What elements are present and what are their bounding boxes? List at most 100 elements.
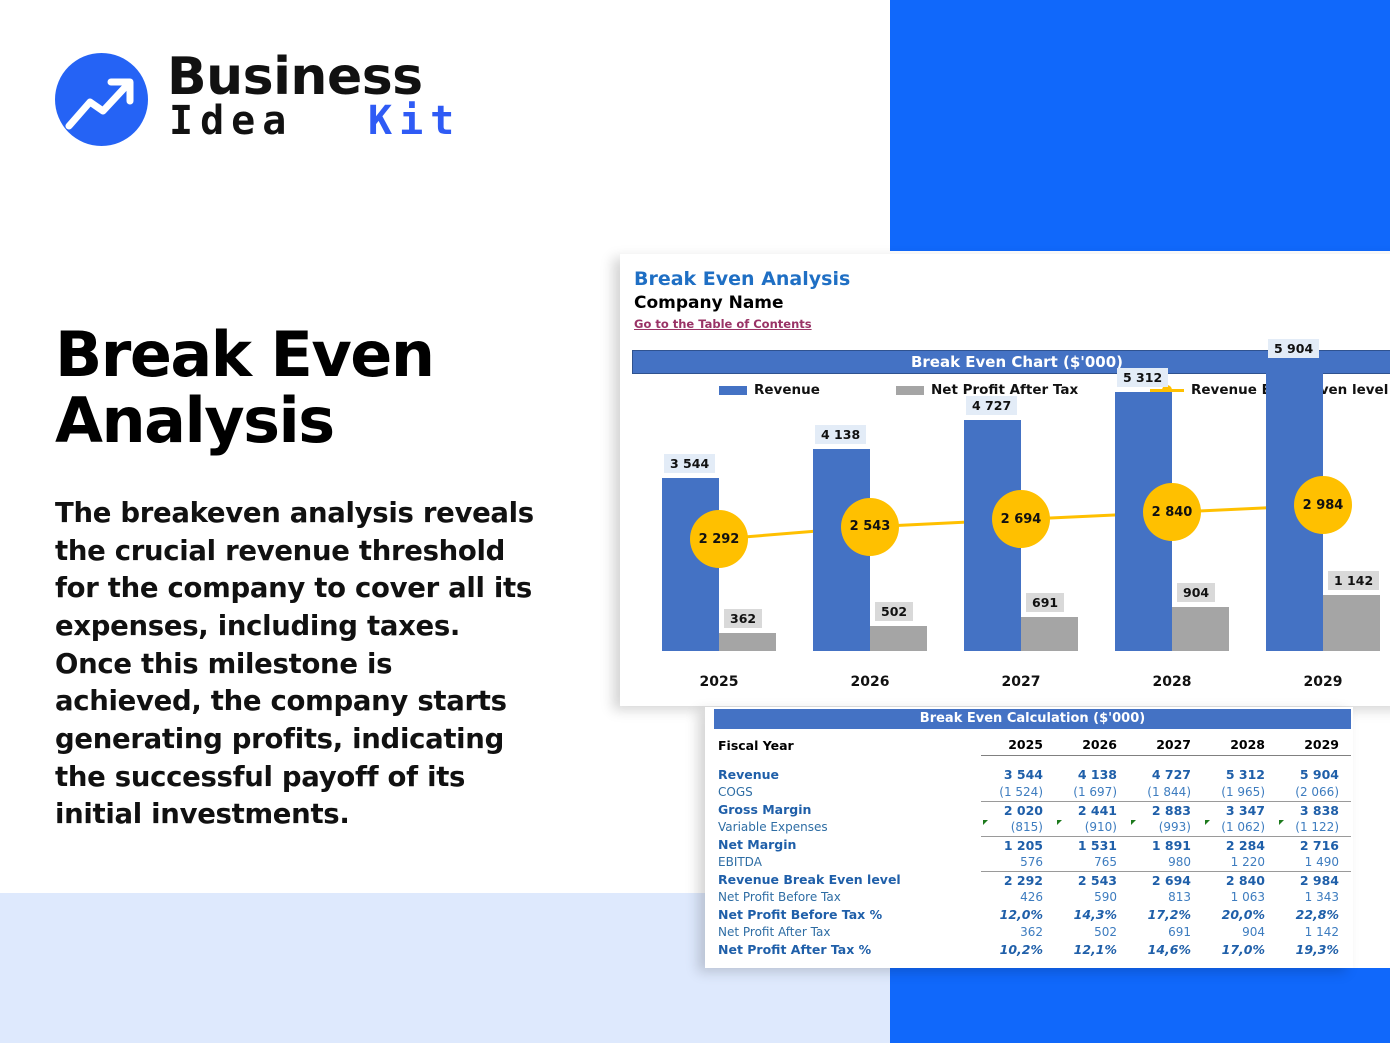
- column-header-year: 2027: [1129, 735, 1203, 756]
- row-label: Net Profit After Tax %: [718, 942, 872, 958]
- data-label-net-profit-after-tax: 1 142: [1328, 571, 1380, 591]
- table-cell: (1 122): [1277, 818, 1351, 837]
- bar-net-profit-after-tax[interactable]: [1172, 606, 1229, 651]
- table-header-row: Fiscal Year 2025 2026 2027 2028 2029: [714, 735, 1351, 756]
- table-cell: 1 531: [1077, 837, 1117, 853]
- bar-group: 4 138 502: [813, 411, 927, 651]
- table-row: Revenue Break Even level 2 292 2 543 2 694 2…: [714, 871, 1351, 889]
- legend-label-net-profit-after-tax: Net Profit After Tax: [931, 382, 1079, 398]
- bar-net-profit-after-tax[interactable]: [719, 633, 776, 651]
- row-label: Revenue: [718, 767, 780, 783]
- table-cell: 362: [1020, 925, 1043, 940]
- legend-item-revenue[interactable]: Revenue: [719, 382, 820, 398]
- table-cell: 691: [1168, 925, 1191, 940]
- legend-label-revenue: Revenue: [754, 382, 820, 398]
- sheet-title: Break Even Analysis: [634, 268, 851, 290]
- decorative-blue-block-top: [890, 0, 1390, 251]
- column-header-fiscal-year: Fiscal Year: [718, 737, 794, 753]
- table-cell: 20,0%: [1221, 907, 1265, 923]
- table-of-contents-link[interactable]: Go to the Table of Contents: [634, 317, 812, 331]
- table-cell: 2 020: [1003, 802, 1043, 818]
- table-cell: 4 138: [1077, 767, 1117, 783]
- logo-text-idea: Idea: [169, 98, 294, 144]
- table-cell: 1 343: [1304, 890, 1339, 905]
- chart-plot-area: 3 544 362 2025 2 292 4 138 502 2026 2 543 4 727 6…: [632, 338, 1390, 706]
- break-even-marker[interactable]: 2 543: [841, 497, 899, 556]
- break-even-calculation-table: Fiscal Year 2025 2026 2027 2028 2029 Revenue…: [714, 735, 1351, 959]
- decorative-blue-block-bottom: [890, 968, 1390, 1043]
- table-row: Revenue 3 544 4 138 4 727 5 312 5 904: [714, 766, 1351, 784]
- table-cell: 426: [1020, 890, 1043, 905]
- table-cell: 5 312: [1225, 767, 1265, 783]
- bar-net-profit-after-tax[interactable]: [1021, 617, 1078, 651]
- table-cell: 2 984: [1299, 872, 1339, 888]
- row-label: Variable Expenses: [718, 820, 828, 835]
- table-cell: 12,1%: [1073, 942, 1117, 958]
- table-cell: (910): [1055, 818, 1129, 837]
- page-title: Break Even Analysis: [55, 318, 435, 457]
- table-cell: 2 694: [1151, 872, 1191, 888]
- bar-net-profit-after-tax[interactable]: [1323, 595, 1380, 651]
- table-cell: (815): [981, 818, 1055, 837]
- break-even-marker[interactable]: 2 984: [1294, 476, 1352, 535]
- x-axis-label: 2028: [1152, 674, 1192, 690]
- table-cell: 22,8%: [1295, 907, 1339, 923]
- data-label-revenue: 4 138: [815, 424, 867, 444]
- table-cell: 2 543: [1077, 872, 1117, 888]
- legend-marker-break-even-line: [1150, 385, 1184, 395]
- table-cell: 17,0%: [1221, 942, 1265, 958]
- table-cell: 3 544: [1003, 767, 1043, 783]
- table-cell: 1 490: [1277, 853, 1351, 872]
- table-cell: (1 062): [1203, 818, 1277, 837]
- table-cell: 2 284: [1225, 837, 1265, 853]
- table-cell: (1 697): [1055, 783, 1129, 802]
- table-cell: 576: [981, 853, 1055, 872]
- table-title-bar: Break Even Calculation ($'000): [714, 709, 1351, 729]
- x-axis-label: 2026: [850, 674, 890, 690]
- bar-net-profit-after-tax[interactable]: [870, 626, 927, 651]
- page-description: The breakeven analysis reveals the cruci…: [55, 497, 534, 831]
- cell-warning-flag-icon: [1131, 819, 1136, 825]
- table-row: Variable Expenses (815) (910) (993) (1 062)(…: [714, 818, 1351, 837]
- table-cell: 813: [1168, 890, 1191, 905]
- table-cell: (1 844): [1129, 783, 1203, 802]
- chart-title-text: Break Even Chart ($'000): [910, 353, 1124, 371]
- x-axis-label: 2027: [1001, 674, 1041, 690]
- table-row: Net Profit Before Tax % 12,0% 14,3% 17,2% 20…: [714, 906, 1351, 924]
- table-cell: (1 524): [981, 783, 1055, 802]
- table-body: Revenue 3 544 4 138 4 727 5 312 5 904 COGS (1 5…: [714, 755, 1351, 959]
- row-label: Net Profit Before Tax %: [718, 907, 883, 923]
- company-name-label: Company Name: [634, 293, 784, 313]
- legend-swatch-revenue: [719, 385, 747, 395]
- data-label-revenue: 5 904: [1268, 338, 1320, 358]
- x-axis-label: 2025: [699, 674, 739, 690]
- data-label-revenue: 5 312: [1117, 367, 1169, 387]
- table-cell: (993): [1129, 818, 1203, 837]
- logo-text-business: Business: [167, 47, 423, 107]
- table-cell: (2 066): [1277, 783, 1351, 802]
- table-cell: 5 904: [1299, 767, 1339, 783]
- table-cell: 14,6%: [1147, 942, 1191, 958]
- legend-item-net-profit-after-tax[interactable]: Net Profit After Tax: [896, 382, 1078, 398]
- break-even-marker[interactable]: 2 292: [690, 510, 748, 569]
- data-label-revenue: 4 727: [966, 396, 1018, 416]
- data-label-net-profit-after-tax: 502: [875, 602, 914, 622]
- table-cell: 2 716: [1299, 837, 1339, 853]
- table-cell: 1 063: [1230, 890, 1265, 905]
- x-axis-label: 2029: [1303, 674, 1343, 690]
- bar-group: 4 727 691: [964, 396, 1078, 651]
- break-even-marker[interactable]: 2 840: [1143, 483, 1201, 542]
- table-cell: (1 965): [1203, 783, 1277, 802]
- table-cell: 1 142: [1304, 925, 1339, 940]
- data-label-net-profit-after-tax: 904: [1177, 582, 1216, 602]
- table-cell: 2 441: [1077, 802, 1117, 818]
- column-header-year: 2029: [1277, 735, 1351, 756]
- table-row: Net Profit After Tax 362 502 691 904 1 142: [714, 924, 1351, 942]
- table-row: EBITDA 576 765 980 1 220 1 490: [714, 853, 1351, 872]
- table-cell: 980: [1129, 853, 1203, 872]
- break-even-marker[interactable]: 2 694: [992, 490, 1050, 549]
- brand-logo: Business Idea Kit: [55, 47, 454, 153]
- table-row: Net Margin 1 205 1 531 1 891 2 284 2 716: [714, 836, 1351, 854]
- logo-text-kit: Kit: [368, 98, 462, 144]
